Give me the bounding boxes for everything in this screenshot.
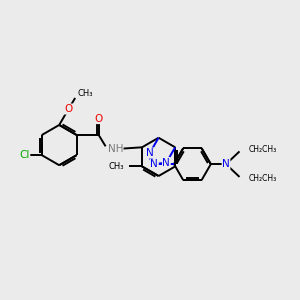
Text: N: N	[163, 158, 170, 167]
Text: O: O	[94, 114, 103, 124]
Text: N: N	[222, 159, 230, 169]
Text: N: N	[151, 159, 158, 169]
Text: N: N	[146, 148, 154, 158]
Text: CH₂CH₃: CH₂CH₃	[249, 174, 277, 183]
Text: CH₃: CH₃	[109, 162, 124, 171]
Text: O: O	[64, 104, 73, 114]
Text: Cl: Cl	[20, 150, 30, 160]
Text: CH₂CH₃: CH₂CH₃	[249, 145, 277, 154]
Text: CH₃: CH₃	[78, 89, 93, 98]
Text: NH: NH	[108, 144, 123, 154]
